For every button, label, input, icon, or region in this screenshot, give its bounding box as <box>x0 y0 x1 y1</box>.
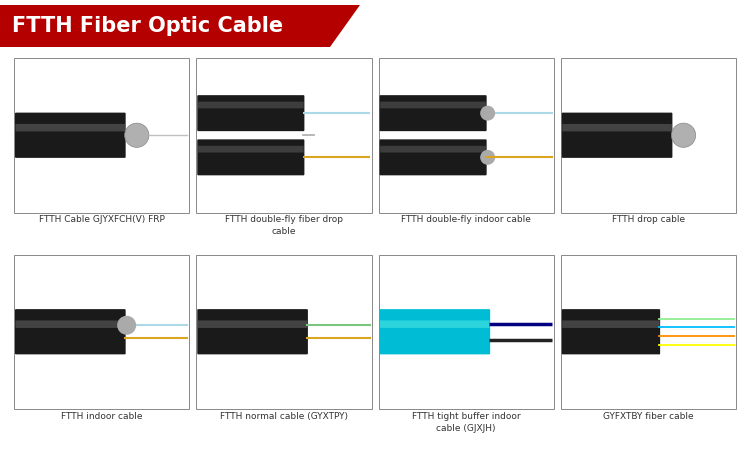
FancyBboxPatch shape <box>380 140 487 175</box>
Bar <box>0 5 330 47</box>
FancyBboxPatch shape <box>16 124 125 131</box>
Circle shape <box>671 123 696 147</box>
FancyBboxPatch shape <box>197 95 304 131</box>
FancyBboxPatch shape <box>562 124 672 131</box>
FancyBboxPatch shape <box>15 309 126 354</box>
FancyBboxPatch shape <box>380 309 490 354</box>
Bar <box>379 58 554 213</box>
FancyBboxPatch shape <box>562 309 660 354</box>
Bar <box>561 254 736 409</box>
Text: FTTH double-fly indoor cable: FTTH double-fly indoor cable <box>401 215 531 224</box>
FancyBboxPatch shape <box>197 309 308 354</box>
Circle shape <box>124 123 149 147</box>
Bar <box>196 254 371 409</box>
FancyBboxPatch shape <box>380 146 486 152</box>
Text: GYFXTBY fiber cable: GYFXTBY fiber cable <box>603 412 694 421</box>
Text: FTTH normal cable (GYXTPY): FTTH normal cable (GYXTPY) <box>220 412 348 421</box>
Bar <box>379 254 554 409</box>
FancyBboxPatch shape <box>198 146 304 152</box>
Circle shape <box>117 316 136 335</box>
Polygon shape <box>330 5 360 47</box>
Text: FTTH Cable GJYXFCH(V) FRP: FTTH Cable GJYXFCH(V) FRP <box>39 215 164 224</box>
FancyBboxPatch shape <box>562 320 660 328</box>
Text: FTTH indoor cable: FTTH indoor cable <box>61 412 142 421</box>
Text: FTTH drop cable: FTTH drop cable <box>612 215 685 224</box>
FancyBboxPatch shape <box>16 320 125 328</box>
FancyBboxPatch shape <box>15 112 126 158</box>
FancyBboxPatch shape <box>380 95 487 131</box>
FancyBboxPatch shape <box>380 101 486 108</box>
Bar <box>196 58 371 213</box>
FancyBboxPatch shape <box>198 320 308 328</box>
Circle shape <box>480 150 495 165</box>
FancyBboxPatch shape <box>562 112 673 158</box>
FancyBboxPatch shape <box>380 320 490 328</box>
FancyBboxPatch shape <box>197 140 304 175</box>
Text: FTTH tight buffer indoor
cable (GJXJH): FTTH tight buffer indoor cable (GJXJH) <box>412 412 520 433</box>
Text: FTTH Fiber Optic Cable: FTTH Fiber Optic Cable <box>12 16 284 36</box>
FancyBboxPatch shape <box>198 101 304 108</box>
Bar <box>14 254 189 409</box>
Bar <box>561 58 736 213</box>
Bar <box>14 58 189 213</box>
Circle shape <box>480 106 495 121</box>
Text: FTTH double-fly fiber drop
cable: FTTH double-fly fiber drop cable <box>225 215 343 236</box>
